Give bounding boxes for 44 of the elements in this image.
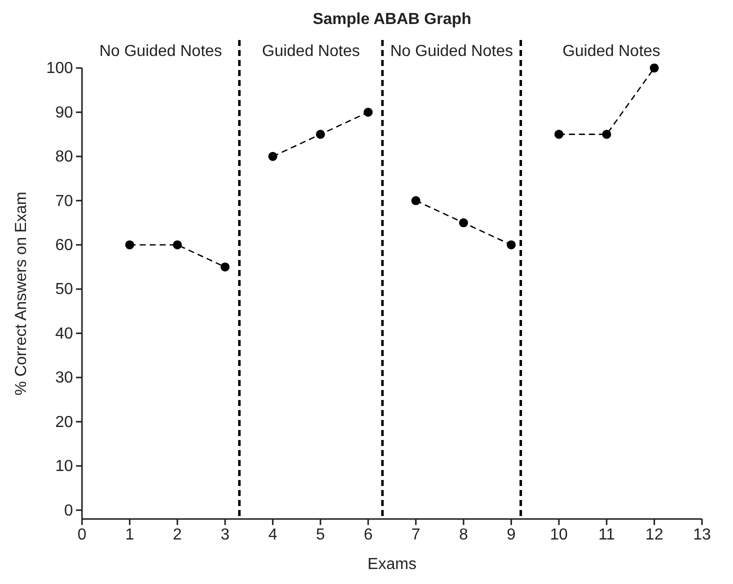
y-tick-label: 40 <box>55 325 74 342</box>
x-axis-title: Exams <box>368 556 416 573</box>
y-tick-label: 100 <box>46 60 74 78</box>
chart-title: Sample ABAB Graph <box>312 11 472 28</box>
point <box>602 130 612 139</box>
x-tick-label: 5 <box>316 526 326 544</box>
text: No Guided Notes <box>99 43 222 60</box>
x-tick-label: 3 <box>220 526 230 544</box>
x-tick-label: 2 <box>172 526 182 544</box>
x-tick-label: 0 <box>78 526 87 544</box>
y-tick-label: 90 <box>55 104 74 122</box>
point <box>172 240 182 250</box>
x-tick-label: 7 <box>411 526 420 544</box>
y-tick-label: 80 <box>55 148 74 166</box>
y-tick-label: 60 <box>55 236 74 254</box>
y-tick-label: 70 <box>55 192 74 210</box>
y-tick-label: 30 <box>55 370 74 387</box>
x-tick-label: 13 <box>693 526 711 544</box>
x-tick-label: 12 <box>645 526 664 544</box>
point <box>459 218 468 228</box>
point <box>364 108 373 117</box>
y-tick-label: 0 <box>64 502 74 520</box>
x-tick-label: 10 <box>550 526 568 544</box>
x-tick-label: 6 <box>364 526 373 544</box>
y-tick-label: 50 <box>55 281 74 298</box>
point <box>506 240 516 250</box>
point <box>220 262 230 272</box>
text: Guided Notes <box>262 43 360 60</box>
point <box>554 130 564 139</box>
x-tick-label: 4 <box>268 526 278 544</box>
y-tick-label: 10 <box>55 458 74 476</box>
point <box>650 63 659 73</box>
point <box>125 240 134 250</box>
point <box>411 196 420 206</box>
point <box>316 130 325 139</box>
x-tick-label: 11 <box>598 526 616 544</box>
text: Guided Notes <box>562 43 660 60</box>
x-tick-label: 1 <box>125 526 134 544</box>
y-axis-title: % Correct Answers on Exam <box>13 192 30 396</box>
y-tick-label: 20 <box>55 414 74 431</box>
x-tick-label: 9 <box>506 526 516 544</box>
point <box>268 152 278 161</box>
text: No Guided Notes <box>390 43 513 60</box>
x-tick-label: 8 <box>459 526 468 544</box>
